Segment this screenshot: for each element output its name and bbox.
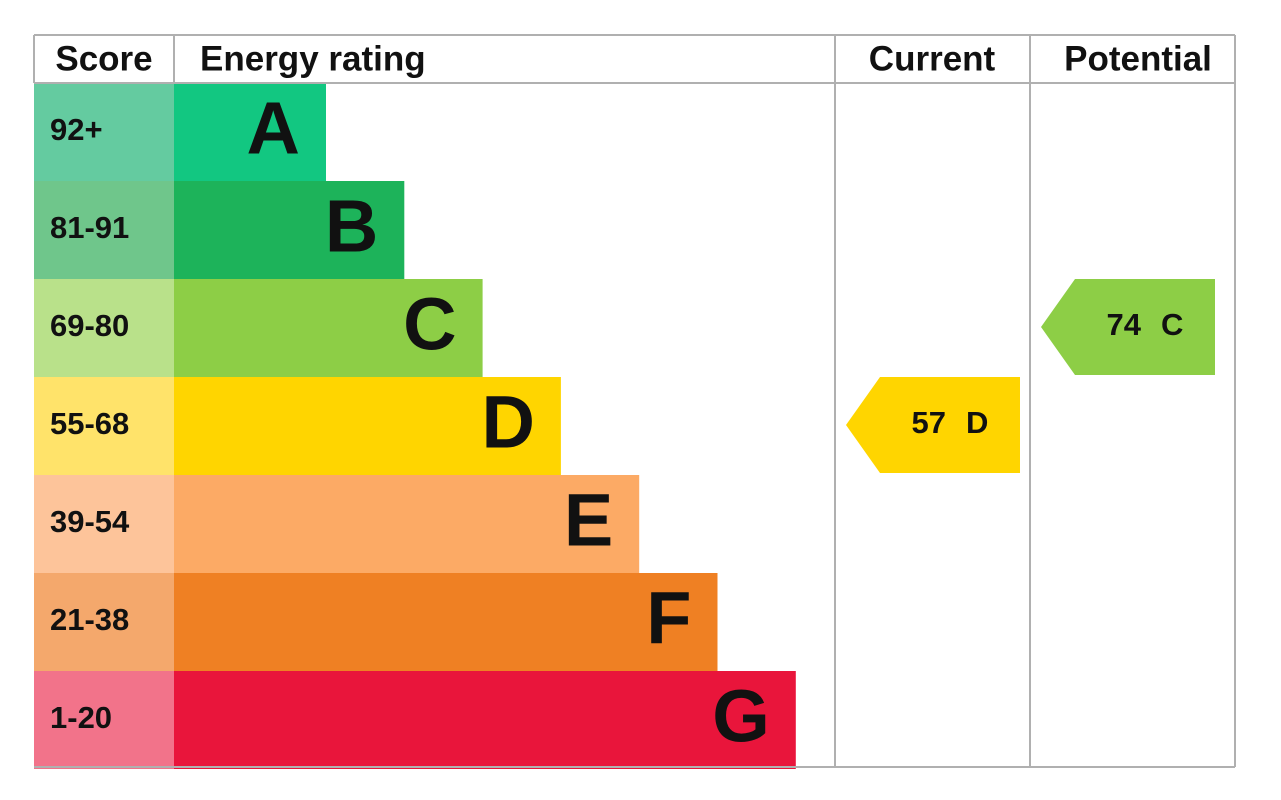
score-label: 21-38 (50, 602, 129, 637)
rating-letter: C (403, 283, 456, 366)
rating-letter: B (325, 185, 378, 268)
rating-letter: E (564, 479, 613, 562)
header-rating: Energy rating (200, 39, 426, 78)
score-label: 39-54 (50, 504, 130, 539)
rating-bar (174, 671, 796, 769)
score-cell (34, 279, 174, 377)
score-cell (34, 83, 174, 181)
rating-bar (174, 181, 405, 279)
score-label: 1-20 (50, 700, 112, 735)
score-cell (34, 573, 174, 671)
rating-letter: A (247, 87, 300, 170)
rating-bar (174, 475, 640, 573)
rating-letter: F (646, 577, 691, 660)
score-cell (34, 377, 174, 475)
header-current: Current (869, 39, 996, 78)
current-letter: D (966, 405, 988, 440)
potential-arrow (1041, 279, 1215, 375)
score-cell (34, 671, 174, 769)
score-cell (34, 475, 174, 573)
rating-bar (174, 83, 326, 181)
potential-value: 74 (1107, 307, 1142, 342)
current-arrow (846, 377, 1020, 473)
header-potential: Potential (1064, 39, 1212, 78)
potential-letter: C (1161, 307, 1183, 342)
score-label: 92+ (50, 112, 103, 147)
rating-bar (174, 573, 718, 671)
rating-bar (174, 279, 483, 377)
header-score: Score (55, 39, 152, 78)
score-label: 69-80 (50, 308, 129, 343)
rating-bar (174, 377, 561, 475)
score-label: 55-68 (50, 406, 129, 441)
rating-letter: G (712, 675, 770, 758)
current-value: 57 (912, 405, 946, 440)
score-cell (34, 181, 174, 279)
score-label: 81-91 (50, 210, 129, 245)
rating-letter: D (481, 381, 534, 464)
